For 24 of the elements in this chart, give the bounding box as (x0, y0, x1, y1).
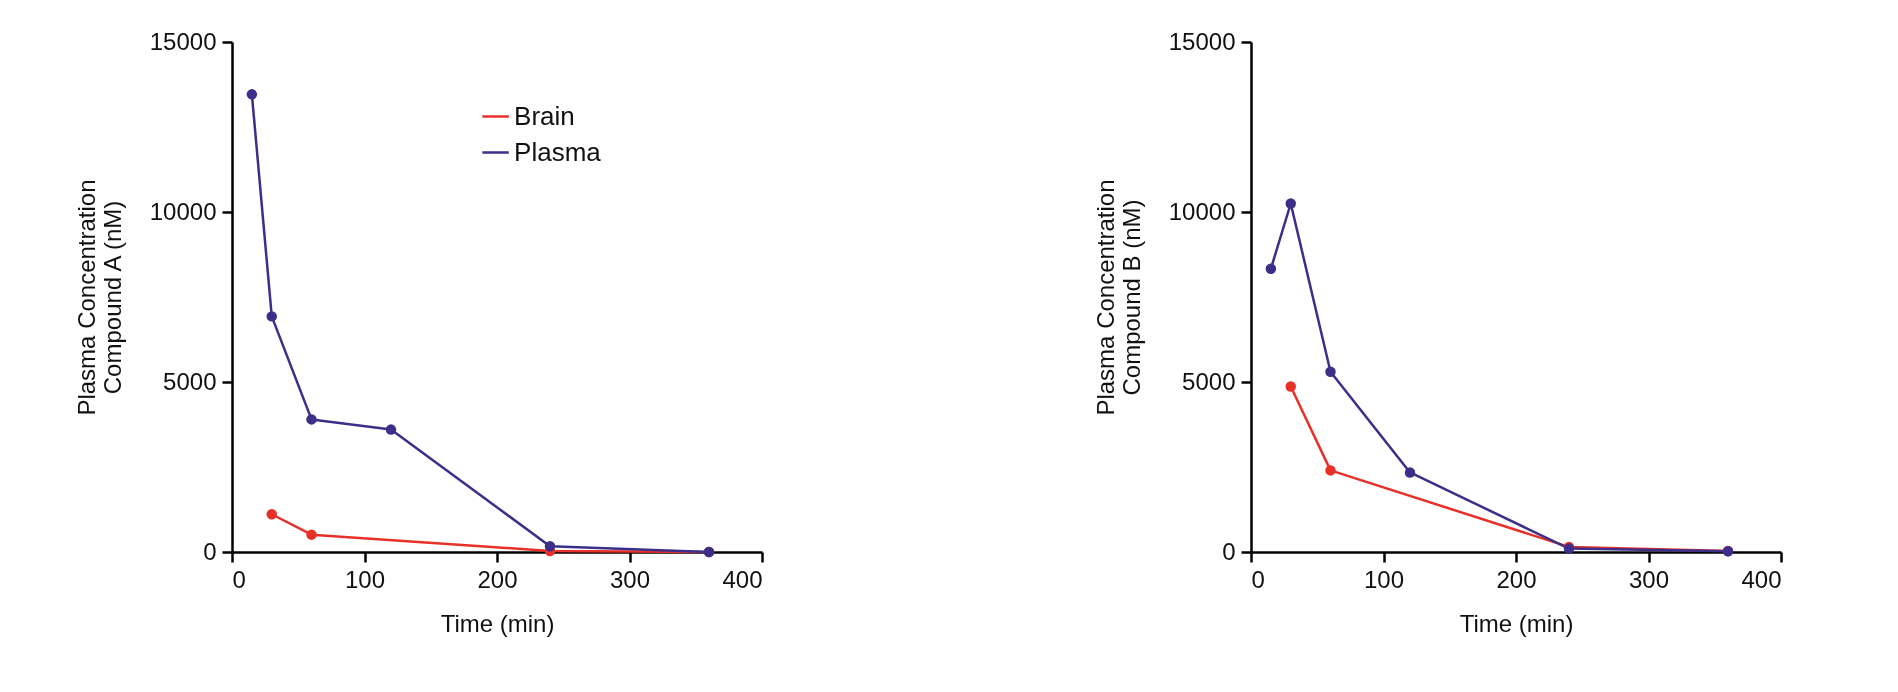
y-tick-label: 0 (1222, 537, 1236, 565)
x-tick-label: 0 (1251, 565, 1265, 593)
legend-label: Brain (514, 100, 575, 131)
x-axis-title: Time (min) (440, 609, 555, 637)
x-tick-label: 400 (1741, 565, 1782, 593)
x-tick-label: 200 (1496, 565, 1537, 593)
x-tick-label: 200 (477, 565, 518, 593)
x-tick-label: 100 (344, 565, 386, 593)
x-tick-label: 300 (609, 565, 651, 593)
y-axis-title: Plasma Concentration Compound A (nM) (72, 179, 126, 416)
y-axis-title: Plasma Concentration Compound B (nM) (1091, 179, 1145, 416)
x-tick-label: 100 (1363, 565, 1405, 593)
legend-label: Plasma (514, 136, 602, 167)
x-tick-label: 400 (722, 565, 763, 593)
x-tick-label: 300 (1628, 565, 1670, 593)
y-tick-label: 15000 (149, 27, 217, 55)
x-tick-label: 0 (232, 565, 246, 593)
y-tick-label: 0 (203, 537, 217, 565)
x-axis-title: Time (min) (1459, 609, 1574, 637)
y-tick-label: 5000 (1182, 367, 1236, 395)
y-tick-label: 5000 (163, 367, 217, 395)
y-tick-label: 10000 (1168, 197, 1236, 225)
y-tick-label: 10000 (149, 197, 217, 225)
y-tick-label: 15000 (1168, 27, 1236, 55)
